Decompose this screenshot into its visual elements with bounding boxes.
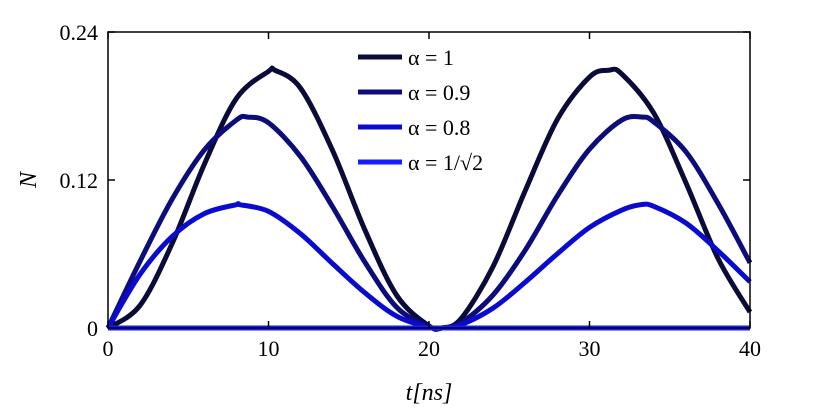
x-tick-label: 10 xyxy=(258,336,280,361)
y-tick-label: 0 xyxy=(87,316,98,341)
y-axis-label: N xyxy=(16,170,42,189)
plot-area xyxy=(108,32,750,328)
x-tick-label: 20 xyxy=(418,336,440,361)
x-tick-label: 0 xyxy=(103,336,114,361)
legend-label-2: α = 0.9 xyxy=(408,80,470,105)
legend-label-4: α = 1/√2 xyxy=(408,150,483,175)
ticks-layer xyxy=(107,31,751,329)
x-tick-label: 40 xyxy=(739,336,761,361)
legend-label-3: α = 0.8 xyxy=(408,115,470,140)
x-axis-label: t[ns] xyxy=(406,380,453,406)
tick-labels-layer: 0 10 20 30 40 0 0.12 0.24 xyxy=(60,20,762,361)
legend-label-1: α = 1 xyxy=(408,45,454,70)
x-tick-label: 30 xyxy=(579,336,601,361)
legend: α = 1 α = 0.9 α = 0.8 α = 1/√2 xyxy=(358,45,483,175)
y-tick-label: 0.24 xyxy=(60,20,99,45)
y-tick-label: 0.12 xyxy=(60,168,99,193)
